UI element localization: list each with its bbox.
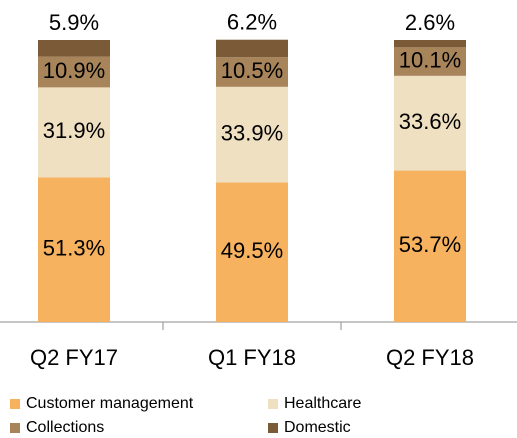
legend-label: Customer management [26, 395, 194, 412]
legend-swatch [268, 399, 278, 409]
bar-segment [216, 39, 288, 58]
bar-segment [394, 47, 466, 76]
legend-swatch [10, 399, 20, 409]
x-tick-label: Q2 FY18 [386, 345, 474, 370]
data-label: 10.1% [399, 47, 461, 72]
legend-label: Collections [26, 419, 104, 436]
bar-segment [394, 40, 466, 48]
legend-label: Healthcare [284, 395, 361, 412]
bar-segment [394, 75, 466, 171]
data-label: 5.9% [49, 10, 99, 35]
data-label: 33.9% [221, 120, 283, 145]
bar-segment [38, 177, 110, 322]
bar-segment [216, 86, 288, 183]
data-label: 2.6% [405, 10, 455, 35]
data-label: 31.9% [43, 118, 105, 143]
bar-segment [216, 182, 288, 322]
data-label: 51.3% [43, 235, 105, 260]
data-label: 10.5% [221, 58, 283, 83]
x-tick-label: Q2 FY17 [30, 345, 118, 370]
data-label: 49.5% [221, 238, 283, 263]
data-label: 10.9% [43, 58, 105, 83]
bar-segment [38, 87, 110, 178]
bar-segment [394, 170, 466, 322]
bar-segment [38, 56, 110, 88]
legend-label: Domestic [284, 419, 351, 436]
data-label: 6.2% [227, 10, 277, 35]
data-label: 33.6% [399, 109, 461, 134]
legend-swatch [10, 423, 20, 433]
bar-segment [38, 40, 110, 57]
bar-segment [216, 57, 288, 87]
legend-swatch [268, 423, 278, 433]
x-tick-label: Q1 FY18 [208, 345, 296, 370]
data-label: 53.7% [399, 232, 461, 257]
